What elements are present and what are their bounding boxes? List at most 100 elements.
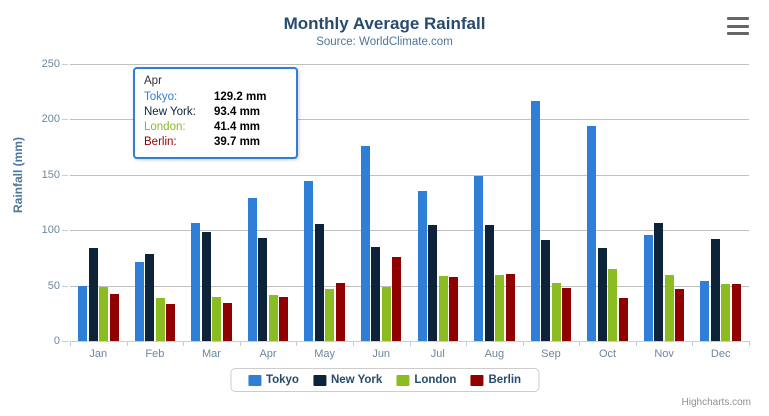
bar-berlin-nov[interactable] <box>675 289 685 341</box>
bar-berlin-aug[interactable] <box>505 274 515 341</box>
bar-tokyo-nov[interactable] <box>643 235 653 341</box>
x-axis-label-apr: Apr <box>259 348 277 360</box>
y-axis-tick-mark <box>62 230 68 232</box>
bar-tokyo-jan[interactable] <box>78 285 88 341</box>
bar-berlin-jul[interactable] <box>449 277 459 341</box>
hamburger-bar-1 <box>727 17 749 20</box>
bar-london-apr[interactable] <box>268 295 278 341</box>
credits-label: Highcharts.com <box>681 397 751 408</box>
legend-item-new-york[interactable]: New York <box>312 374 382 386</box>
bar-london-sep[interactable] <box>551 282 561 341</box>
gridline <box>70 285 749 287</box>
chart-title: Monthly Average Rainfall <box>283 14 486 33</box>
bar-london-dec[interactable] <box>721 284 731 341</box>
bar-new-york-nov[interactable] <box>654 222 664 341</box>
bar-new-york-oct[interactable] <box>597 248 607 341</box>
bar-london-nov[interactable] <box>664 275 674 341</box>
bar-london-jun[interactable] <box>381 287 391 341</box>
hamburger-bar-2 <box>727 24 749 28</box>
bar-berlin-oct[interactable] <box>618 297 628 341</box>
x-axis-label-jan: Jan <box>89 348 108 360</box>
y-axis-tick-label: 200 <box>41 113 60 126</box>
bar-new-york-jun[interactable] <box>371 247 381 341</box>
gridline <box>70 64 749 65</box>
bar-tokyo-jun[interactable] <box>360 146 370 341</box>
x-axis-label-mar: Mar <box>201 348 221 360</box>
x-axis-label-may: May <box>314 348 335 360</box>
bar-tokyo-oct[interactable] <box>587 125 597 341</box>
bar-london-may[interactable] <box>325 288 335 341</box>
bar-berlin-jan[interactable] <box>109 294 119 341</box>
bar-new-york-feb[interactable] <box>145 253 155 341</box>
bar-london-jan[interactable] <box>99 286 109 341</box>
bar-tokyo-mar[interactable] <box>191 223 201 341</box>
tooltip-series-name: New York: <box>144 106 196 118</box>
bar-new-york-jul[interactable] <box>428 224 438 341</box>
bar-new-york-aug[interactable] <box>484 225 494 341</box>
bar-tokyo-feb[interactable] <box>134 261 144 341</box>
legend-swatch-icon <box>396 374 410 386</box>
legend-swatch-icon <box>470 374 484 386</box>
plot-area <box>70 64 749 342</box>
legend-item-london[interactable]: London <box>396 374 456 386</box>
tooltip-row: Berlin: 39.7 mm <box>144 135 287 150</box>
legend-swatch-icon <box>312 374 326 386</box>
y-axis-tick-mark <box>62 119 68 121</box>
bar-berlin-apr[interactable] <box>279 297 289 341</box>
bar-berlin-mar[interactable] <box>222 302 232 341</box>
bar-tokyo-apr[interactable] <box>247 197 257 341</box>
chart-subtitle: Source: WorldClimate.com <box>316 36 453 48</box>
gridline <box>70 174 749 176</box>
bar-london-mar[interactable] <box>212 297 222 341</box>
bar-berlin-dec[interactable] <box>731 284 741 341</box>
bar-london-oct[interactable] <box>608 268 618 341</box>
y-axis-tick-mark <box>62 64 68 65</box>
hamburger-bar-3 <box>727 32 749 35</box>
bar-berlin-jun[interactable] <box>392 257 402 341</box>
y-axis-tick-mark <box>62 341 68 342</box>
tooltip-series-value: 41.4 mm <box>214 121 261 133</box>
bar-tokyo-jul[interactable] <box>417 190 427 341</box>
bar-new-york-apr[interactable] <box>258 237 268 341</box>
chart-legend: Tokyo New York London Berlin <box>229 368 540 392</box>
bar-berlin-feb[interactable] <box>166 304 176 341</box>
legend-item-berlin[interactable]: Berlin <box>470 374 521 386</box>
bar-berlin-sep[interactable] <box>562 288 572 341</box>
x-axis-label-nov: Nov <box>654 348 674 360</box>
legend-swatch-icon <box>247 374 261 386</box>
bar-london-aug[interactable] <box>495 274 505 341</box>
bar-new-york-mar[interactable] <box>201 231 211 341</box>
bar-new-york-jan[interactable] <box>88 248 98 341</box>
bar-tokyo-sep[interactable] <box>530 101 540 341</box>
tooltip-row: New York: 93.4 mm <box>144 105 287 120</box>
x-axis-label-sep: Sep <box>541 348 561 360</box>
x-axis-label-dec: Dec <box>710 348 731 360</box>
y-axis-tick-mark <box>62 285 68 287</box>
bar-tokyo-aug[interactable] <box>474 176 484 341</box>
tooltip-rows: Tokyo: 129.2 mm New York: 93.4 mm London: 41.… <box>144 90 287 150</box>
tooltip-row: Tokyo: 129.2 mm <box>144 90 287 105</box>
tooltip-series-name: Tokyo: <box>144 91 178 103</box>
bar-new-york-dec[interactable] <box>710 238 720 341</box>
legend-item-tokyo[interactable]: Tokyo <box>247 374 299 386</box>
x-axis-line <box>70 341 749 342</box>
y-axis-tick-labels: 0 50 100 150 200 250 <box>10 58 60 347</box>
legend-label: London <box>414 374 457 386</box>
hamburger-menu-icon[interactable] <box>727 17 749 35</box>
x-axis-tick-mark <box>749 341 750 346</box>
bar-tokyo-may[interactable] <box>304 181 314 341</box>
bar-berlin-may[interactable] <box>335 282 345 341</box>
bar-london-jul[interactable] <box>438 275 448 341</box>
x-axis-label-aug: Aug <box>484 348 505 360</box>
y-axis-tick-label: 100 <box>41 224 60 237</box>
x-axis-label-jun: Jun <box>372 348 391 360</box>
legend-label: Tokyo <box>265 374 299 386</box>
tooltip-series-name: London: <box>144 121 186 133</box>
bar-london-feb[interactable] <box>155 298 165 341</box>
bar-new-york-sep[interactable] <box>541 239 551 341</box>
y-axis-tick-label: 150 <box>41 168 60 181</box>
bar-new-york-may[interactable] <box>314 223 324 341</box>
tooltip-series-value: 129.2 mm <box>214 91 267 103</box>
bar-tokyo-dec[interactable] <box>700 280 710 341</box>
